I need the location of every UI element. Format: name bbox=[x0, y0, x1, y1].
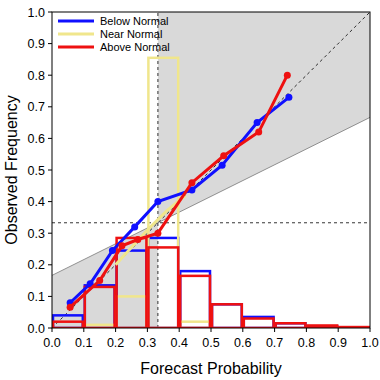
x-tick-label: 1.0 bbox=[361, 336, 378, 350]
histogram-bar bbox=[212, 304, 242, 328]
x-tick-label: 0.5 bbox=[202, 336, 219, 350]
y-tick-label: 0.9 bbox=[28, 37, 45, 51]
point bbox=[154, 230, 161, 237]
x-tick-label: 0.0 bbox=[43, 336, 60, 350]
legend-swatch bbox=[58, 20, 94, 23]
point bbox=[118, 242, 125, 249]
point bbox=[255, 129, 262, 136]
y-tick bbox=[48, 43, 52, 44]
x-tick bbox=[52, 328, 53, 332]
x-tick bbox=[115, 328, 116, 332]
x-tick bbox=[274, 328, 275, 332]
point bbox=[254, 119, 261, 126]
point bbox=[219, 162, 226, 169]
histogram-bar bbox=[276, 323, 306, 328]
y-tick bbox=[48, 106, 52, 107]
point bbox=[131, 223, 138, 230]
y-tick bbox=[48, 328, 52, 329]
x-tick bbox=[179, 328, 180, 332]
x-tick bbox=[147, 328, 148, 332]
x-tick bbox=[211, 328, 212, 332]
histogram-bar bbox=[53, 315, 83, 328]
y-tick-label: 1.0 bbox=[28, 6, 45, 20]
x-tick-label: 0.2 bbox=[107, 336, 124, 350]
x-tick bbox=[83, 328, 84, 332]
histogram-bar bbox=[148, 58, 178, 328]
climatology-line bbox=[157, 12, 158, 328]
x-axis-label: Forecast Probability bbox=[140, 360, 281, 377]
y-tick bbox=[48, 138, 52, 139]
legend-label: Above Normal bbox=[100, 41, 170, 53]
chart: 0.0 0.1 0.2 0.3 0.4 0.5 0.6 0.7 0.8 0.9 1.0 0.0 0.1 0… bbox=[0, 0, 380, 380]
climatology-line bbox=[52, 222, 370, 223]
plot-frame bbox=[52, 12, 370, 328]
histogram-bar bbox=[244, 319, 274, 328]
y-tick-label: 0.3 bbox=[28, 227, 45, 241]
y-tick bbox=[48, 75, 52, 76]
histogram-bar bbox=[53, 322, 83, 328]
histogram-bar bbox=[148, 238, 178, 328]
histogram-bar bbox=[244, 317, 274, 328]
x-tick-label: 0.7 bbox=[266, 336, 283, 350]
plot-area bbox=[52, 12, 370, 328]
y-tick bbox=[48, 264, 52, 265]
histogram-bar bbox=[85, 287, 115, 328]
x-tick-label: 0.4 bbox=[171, 336, 188, 350]
y-tick-label: 0.6 bbox=[28, 132, 45, 146]
x-tick bbox=[306, 328, 307, 332]
y-tick-label: 0.4 bbox=[28, 195, 45, 209]
x-tick bbox=[338, 328, 339, 332]
y-tick-label: 0.0 bbox=[28, 322, 45, 336]
y-tick bbox=[48, 233, 52, 234]
x-tick-label: 0.1 bbox=[75, 336, 92, 350]
histogram-bar bbox=[117, 251, 147, 328]
reliability-line bbox=[70, 75, 287, 307]
y-tick-label: 0.5 bbox=[28, 164, 45, 178]
y-tick bbox=[48, 201, 52, 202]
point bbox=[285, 94, 292, 101]
histogram-bar bbox=[276, 323, 306, 328]
point bbox=[134, 236, 141, 243]
y-tick bbox=[48, 296, 52, 297]
point bbox=[220, 152, 227, 159]
perfect-reliability-line bbox=[52, 12, 370, 328]
y-tick-label: 0.7 bbox=[28, 100, 45, 114]
no-skill-line bbox=[52, 117, 370, 275]
y-tick-label: 0.1 bbox=[28, 290, 45, 304]
point bbox=[67, 304, 74, 311]
x-tick-label: 0.9 bbox=[330, 336, 347, 350]
x-tick bbox=[242, 328, 243, 332]
point bbox=[188, 179, 195, 186]
legend: Below NormalNear NormalAbove Normal bbox=[58, 15, 170, 53]
legend-swatch bbox=[58, 46, 94, 49]
point bbox=[154, 198, 161, 205]
histogram-bar bbox=[117, 238, 147, 328]
x-tick-label: 0.6 bbox=[234, 336, 251, 350]
y-tick-label: 0.2 bbox=[28, 258, 45, 272]
x-tick-label: 0.3 bbox=[139, 336, 156, 350]
legend-label: Near Normal bbox=[100, 28, 162, 40]
legend-label: Below Normal bbox=[100, 15, 168, 27]
x-tick bbox=[370, 328, 371, 332]
y-axis-label: Observed Frequency bbox=[3, 95, 20, 244]
y-tick bbox=[48, 12, 52, 13]
histogram-bar bbox=[180, 271, 210, 328]
point bbox=[284, 72, 291, 79]
point bbox=[109, 247, 116, 254]
histogram-bar bbox=[180, 276, 210, 328]
y-tick bbox=[48, 170, 52, 171]
x-tick-label: 0.8 bbox=[298, 336, 315, 350]
histogram-bar bbox=[148, 247, 178, 328]
point bbox=[96, 277, 103, 284]
legend-swatch bbox=[58, 33, 94, 36]
y-tick-label: 0.8 bbox=[28, 69, 45, 83]
histogram-bar bbox=[212, 304, 242, 328]
histogram-bar bbox=[117, 296, 147, 328]
